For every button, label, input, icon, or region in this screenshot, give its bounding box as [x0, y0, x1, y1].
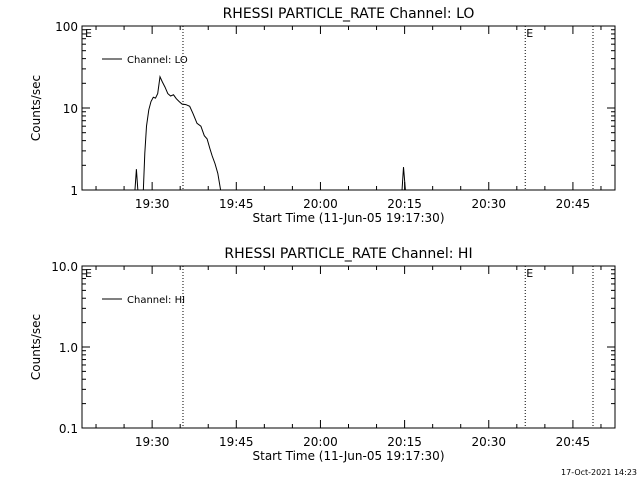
y-tick-label: 10.0 — [51, 260, 78, 274]
y-tick-label: 1 — [70, 184, 78, 198]
x-tick-label: 19:30 — [135, 197, 170, 211]
x-tick-label: 20:30 — [471, 197, 506, 211]
event-marker: E — [85, 27, 92, 40]
chart-title: RHESSI PARTICLE_RATE Channel: LO — [223, 6, 475, 22]
x-tick-label: 20:45 — [556, 197, 591, 211]
plot-frame — [81, 25, 616, 191]
chart-panel-1: RHESSI PARTICLE_RATE Channel: LO 1 10 100 19… — [29, 6, 616, 225]
chart-panel-2: RHESSI PARTICLE_RATE Channel: HI 0.1 1.0 10… — [29, 246, 616, 463]
timestamp: 17-Oct-2021 14:23 — [561, 468, 637, 477]
x-tick-label: 20:30 — [471, 435, 506, 449]
x-tick-label: 20:15 — [387, 435, 422, 449]
y-tick-label: 1.0 — [59, 341, 78, 355]
series-line-segment-2 — [142, 75, 222, 190]
legend-label: Channel: LO — [127, 55, 188, 66]
x-tick-label: 19:30 — [135, 435, 170, 449]
series-line-segment-3 — [401, 167, 406, 190]
chart-title: RHESSI PARTICLE_RATE Channel: HI — [224, 246, 472, 262]
x-tick-label: 19:45 — [219, 197, 254, 211]
event-marker: E — [85, 267, 92, 280]
y-tick-label: 0.1 — [59, 422, 78, 436]
plot-frame — [81, 265, 616, 429]
y-axis-label: Counts/sec — [29, 75, 43, 141]
y-tick-label: 100 — [55, 20, 78, 34]
x-tick-label: 20:45 — [556, 435, 591, 449]
y-axis-label: Counts/sec — [29, 314, 43, 380]
event-marker: E — [526, 267, 533, 280]
x-tick-label: 20:00 — [303, 197, 338, 211]
x-tick-label: 19:45 — [219, 435, 254, 449]
series-line-segment-1 — [134, 169, 139, 190]
event-marker: E — [526, 27, 533, 40]
x-tick-label: 20:00 — [303, 435, 338, 449]
x-axis-label: Start Time (11-Jun-05 19:17:30) — [253, 449, 445, 463]
x-axis-label: Start Time (11-Jun-05 19:17:30) — [253, 211, 445, 225]
x-tick-label: 20:15 — [387, 197, 422, 211]
legend-label: Channel: HI — [127, 295, 185, 306]
y-tick-label: 10 — [63, 102, 78, 116]
